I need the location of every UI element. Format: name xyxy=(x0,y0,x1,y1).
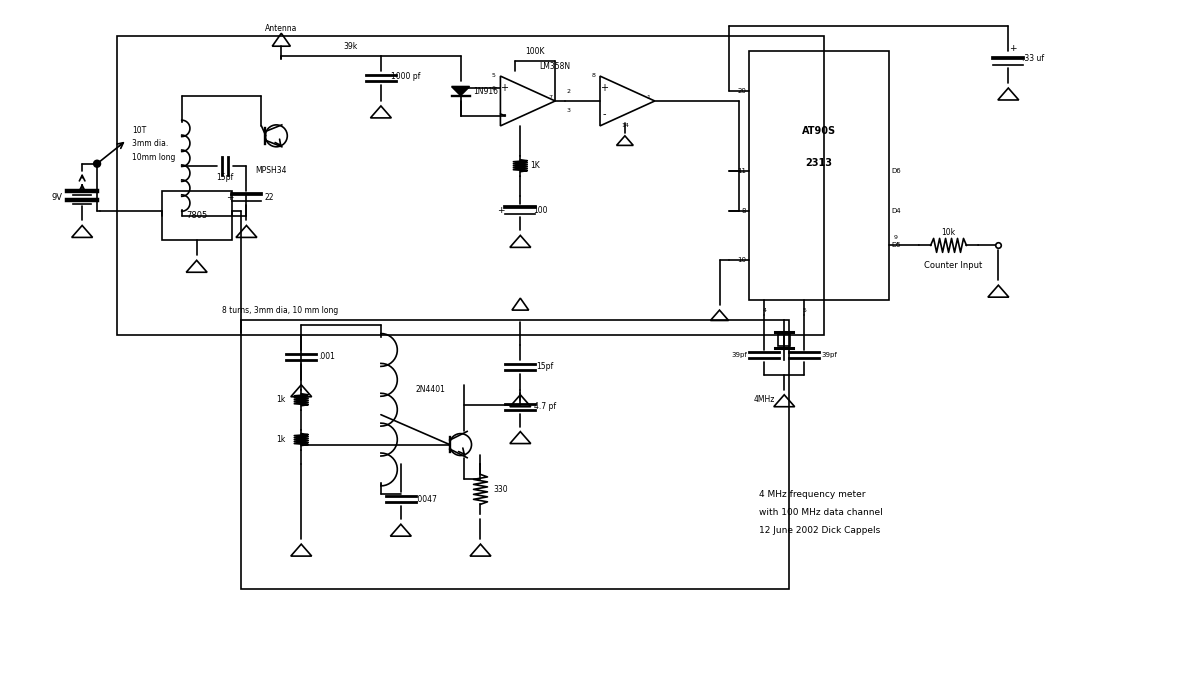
Text: 10k: 10k xyxy=(942,228,955,237)
Text: .0047: .0047 xyxy=(415,495,437,504)
Text: Antenna: Antenna xyxy=(265,24,298,33)
Text: 4: 4 xyxy=(762,308,767,313)
Text: 100: 100 xyxy=(533,206,547,215)
Circle shape xyxy=(94,160,101,167)
Text: 9: 9 xyxy=(894,236,898,240)
Text: LM358N: LM358N xyxy=(540,61,571,71)
Text: 2313: 2313 xyxy=(805,158,833,168)
Text: D4: D4 xyxy=(892,207,901,213)
Text: 11: 11 xyxy=(737,167,746,173)
Bar xyxy=(749,51,889,300)
Text: AT90S: AT90S xyxy=(802,126,836,136)
Text: 8: 8 xyxy=(742,207,746,213)
Text: 2N4401: 2N4401 xyxy=(415,385,445,394)
Text: +: + xyxy=(500,83,509,93)
Polygon shape xyxy=(451,86,469,95)
Bar xyxy=(779,334,791,346)
Text: 1k: 1k xyxy=(277,435,286,444)
Text: 5: 5 xyxy=(803,308,806,313)
Bar xyxy=(116,36,824,335)
Text: 3mm dia.: 3mm dia. xyxy=(132,139,168,148)
Text: 20: 20 xyxy=(738,88,746,94)
Text: 1k: 1k xyxy=(277,396,286,404)
Bar xyxy=(162,190,232,240)
Text: 4MHz: 4MHz xyxy=(754,396,775,404)
Text: 14: 14 xyxy=(620,124,629,128)
Text: 9V: 9V xyxy=(52,193,62,202)
Text: 100K: 100K xyxy=(526,47,545,55)
Text: Counter Input: Counter Input xyxy=(924,261,983,270)
Text: +: + xyxy=(497,206,504,215)
Text: +: + xyxy=(1009,44,1018,53)
Text: 15pf: 15pf xyxy=(536,362,554,371)
Text: 1K: 1K xyxy=(530,161,540,170)
Text: 10T: 10T xyxy=(132,126,146,136)
Text: 1000 pf: 1000 pf xyxy=(391,72,420,80)
Text: 15pf: 15pf xyxy=(216,173,233,182)
Text: with 100 MHz data channel: with 100 MHz data channel xyxy=(760,508,883,517)
Text: 2: 2 xyxy=(566,88,570,94)
Text: 8 turns, 3mm dia, 10 mm long: 8 turns, 3mm dia, 10 mm long xyxy=(222,306,338,315)
Text: 22: 22 xyxy=(265,193,274,202)
Text: 6: 6 xyxy=(492,86,496,90)
Text: 39pf: 39pf xyxy=(821,352,836,358)
Text: 330: 330 xyxy=(493,485,508,494)
Text: 1: 1 xyxy=(646,95,649,101)
Text: 39pf: 39pf xyxy=(732,352,748,358)
Text: 7805: 7805 xyxy=(186,211,208,220)
Text: -: - xyxy=(602,109,606,119)
Text: D5: D5 xyxy=(892,242,901,248)
Text: 5: 5 xyxy=(492,73,496,78)
Text: 39k: 39k xyxy=(344,42,358,51)
Text: .33 uf: .33 uf xyxy=(1022,53,1044,63)
Text: 3: 3 xyxy=(566,109,570,113)
Text: D6: D6 xyxy=(892,167,901,173)
Text: 12 June 2002 Dick Cappels: 12 June 2002 Dick Cappels xyxy=(760,526,881,535)
Text: 4 MHz frequency meter: 4 MHz frequency meter xyxy=(760,490,866,499)
Text: 10mm long: 10mm long xyxy=(132,153,175,162)
Text: 8: 8 xyxy=(592,73,595,78)
Bar xyxy=(241,320,790,589)
Text: +: + xyxy=(600,83,608,93)
Text: +: + xyxy=(226,193,233,202)
Text: MPSH34: MPSH34 xyxy=(256,166,287,176)
Text: 7: 7 xyxy=(548,95,552,101)
Text: .001: .001 xyxy=(318,352,335,361)
Text: 4.7 pf: 4.7 pf xyxy=(534,402,557,411)
Text: 10: 10 xyxy=(737,257,746,263)
Text: -: - xyxy=(503,109,506,119)
Text: 1N916: 1N916 xyxy=(473,86,498,96)
